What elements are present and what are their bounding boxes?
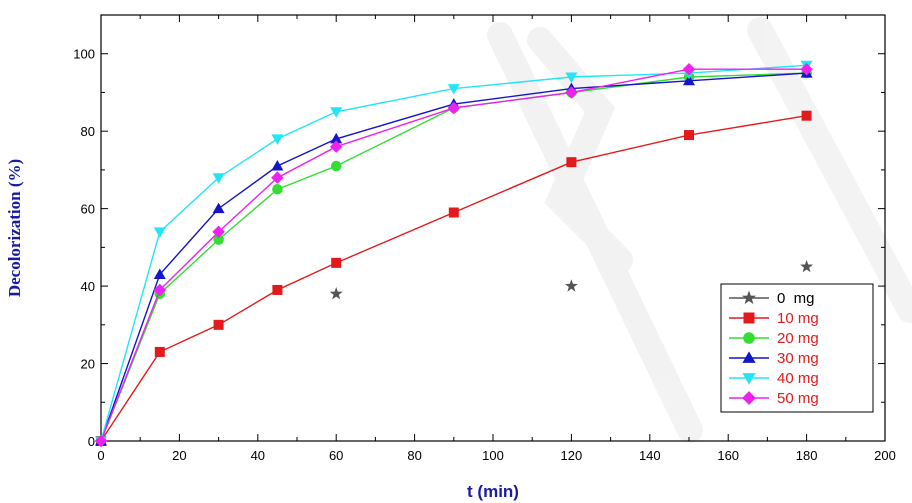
data-point <box>566 157 577 168</box>
data-point <box>153 227 166 238</box>
x-tick-label: 40 <box>251 448 265 463</box>
data-point <box>683 74 695 86</box>
legend: 0 mg 10 mg 20 mg 30 mg 40 mg 50 mg <box>720 283 874 413</box>
series-line <box>100 72 807 442</box>
data-point <box>329 287 343 300</box>
x-tick-label: 0 <box>97 448 104 463</box>
y-tick-label: 60 <box>81 202 95 217</box>
data-point <box>153 283 167 297</box>
series-line <box>100 64 807 442</box>
data-point <box>447 84 460 95</box>
x-tick-label: 60 <box>329 448 343 463</box>
x-tick-label: 160 <box>717 448 739 463</box>
data-point <box>153 268 166 279</box>
series-3 <box>95 67 813 446</box>
legend-label: 10 mg <box>777 310 819 327</box>
data-point <box>330 107 343 118</box>
data-point <box>212 225 225 239</box>
legend-label: 50 mg <box>777 390 819 407</box>
x-tick-label: 120 <box>561 448 583 463</box>
data-point <box>272 184 283 195</box>
axes: 0 20 40 60 80 100 120 140 160 180 200 0 20 40 60 80 100 <box>73 15 896 463</box>
data-point <box>565 72 578 83</box>
x-tick-label: 80 <box>407 448 421 463</box>
series-layer <box>94 60 814 448</box>
data-point <box>448 207 459 218</box>
series-line <box>100 72 807 442</box>
data-point <box>330 132 343 144</box>
data-point <box>212 173 225 184</box>
legend-marker <box>743 332 755 344</box>
series-line <box>100 68 807 442</box>
y-axis-label: Decolorization (%) <box>5 159 24 297</box>
data-point <box>565 86 578 99</box>
series-2 <box>95 67 812 447</box>
y-tick-label: 20 <box>81 357 95 372</box>
data-point <box>272 284 283 295</box>
watermark-stroke <box>747 17 912 323</box>
data-point <box>154 346 165 357</box>
legend-box <box>720 283 874 413</box>
y-tick-label: 80 <box>81 124 95 139</box>
legend-marker <box>742 373 756 385</box>
x-tick-label: 100 <box>482 448 504 463</box>
x-axis-label: t (min) <box>467 482 519 501</box>
data-point <box>564 279 578 292</box>
data-point <box>213 234 224 245</box>
legend-label: 40 mg <box>777 370 819 387</box>
data-point <box>801 110 812 121</box>
data-point <box>330 160 342 172</box>
x-tick-label: 180 <box>796 448 818 463</box>
data-point <box>329 140 343 153</box>
legend-marker <box>742 391 756 405</box>
data-point <box>684 130 694 141</box>
data-point <box>447 101 461 115</box>
data-point <box>212 202 225 214</box>
legend-label: 30 mg <box>777 350 819 367</box>
x-tick-label: 20 <box>172 448 186 463</box>
y-tick-label: 0 <box>88 434 95 449</box>
y-tick-label: 40 <box>81 279 95 294</box>
legend-marker <box>741 290 757 305</box>
legend-label: 20 mg <box>777 330 819 347</box>
data-point <box>800 63 813 76</box>
data-point <box>271 160 284 171</box>
data-point <box>682 63 696 76</box>
legend-marker <box>743 312 755 324</box>
watermark-stroke <box>487 22 703 443</box>
series-line <box>100 115 807 442</box>
data-point <box>94 434 108 448</box>
x-tick-label: 140 <box>639 448 661 463</box>
data-point <box>271 134 284 145</box>
x-tick-label: 200 <box>874 448 896 463</box>
series-0 <box>329 259 814 300</box>
series-5 <box>94 63 813 448</box>
y-tick-label: 100 <box>73 47 95 62</box>
legend-marker <box>742 351 756 363</box>
legend-label: 0 mg <box>777 290 815 307</box>
data-point <box>800 259 814 273</box>
data-point <box>213 319 224 330</box>
series-1 <box>96 110 812 446</box>
data-point <box>331 257 342 268</box>
data-point <box>271 171 284 184</box>
